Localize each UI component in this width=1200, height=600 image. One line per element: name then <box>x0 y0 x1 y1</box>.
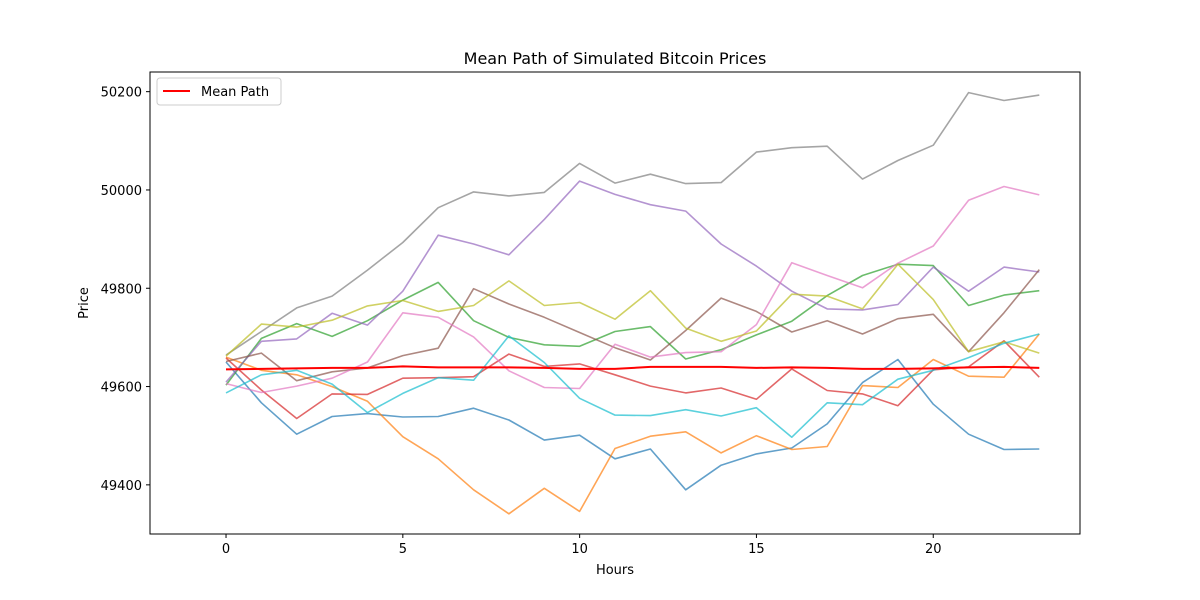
y-tick-label: 50000 <box>101 184 142 199</box>
x-tick-label: 20 <box>925 542 942 557</box>
y-tick-label: 49800 <box>101 282 142 297</box>
simulation-line-7 <box>225 185 1040 394</box>
legend-label-mean-path: Mean Path <box>201 85 269 100</box>
plot-lines <box>225 91 1040 515</box>
y-tick-label: 49400 <box>101 479 142 494</box>
legend: Mean Path <box>156 77 282 106</box>
simulation-line-1 <box>225 358 1040 491</box>
x-tick-label: 5 <box>399 542 407 557</box>
simulation-line-4 <box>225 339 1040 420</box>
simulation-line-10 <box>225 333 1040 439</box>
x-axis-label: Hours <box>596 563 634 578</box>
simulation-line-9 <box>225 263 1040 357</box>
plot-frame <box>149 71 1081 535</box>
simulation-line-2 <box>225 333 1040 515</box>
x-tick-label: 15 <box>748 542 765 557</box>
x-axis: 0 5 10 15 20 <box>222 534 942 557</box>
simulation-line-5 <box>225 180 1040 383</box>
y-tick-label: 50200 <box>101 86 142 101</box>
chart-title: Mean Path of Simulated Bitcoin Prices <box>464 49 767 68</box>
x-tick-label: 0 <box>222 542 230 557</box>
y-tick-label: 49600 <box>101 381 142 396</box>
legend-box <box>156 77 282 106</box>
mean-path-line <box>225 365 1040 371</box>
y-axis-label: Price <box>77 287 92 319</box>
y-axis: 49400 49600 49800 50000 50200 <box>101 86 150 494</box>
simulation-line-8 <box>225 91 1040 356</box>
x-tick-label: 10 <box>571 542 588 557</box>
